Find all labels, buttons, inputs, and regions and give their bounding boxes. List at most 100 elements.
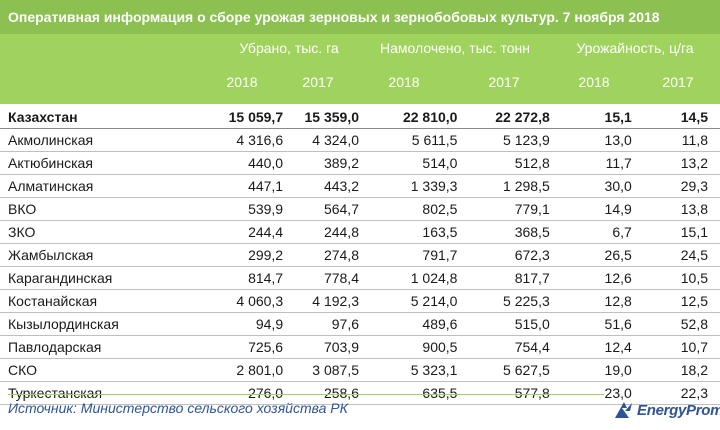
logo: EnergyProm	[612, 398, 720, 422]
value-cell: 163,5	[361, 220, 460, 244]
region-cell: ЗКО	[0, 220, 214, 244]
value-cell: 5 323,1	[361, 358, 460, 382]
table-row: Костанайская 4 060,3 4 192,3 5 214,0 5 225,3…	[0, 289, 720, 313]
value-cell: 10,5	[633, 266, 720, 290]
energyprom-logo-icon	[615, 402, 632, 418]
value-cell: 14,9	[551, 197, 634, 221]
value-cell: 15 359,0	[285, 106, 361, 129]
value-cell: 52,8	[633, 312, 720, 336]
value-cell: 5 627,5	[459, 358, 552, 382]
value-cell: 778,4	[285, 266, 361, 290]
value-cell: 12,8	[551, 289, 634, 313]
value-cell: 672,3	[459, 243, 552, 267]
value-cell: 900,5	[361, 335, 460, 359]
header-year-yield-2017: 2017	[662, 74, 694, 90]
value-cell: 577,8	[459, 381, 552, 405]
value-cell: 13,2	[633, 151, 720, 175]
header-year-yield-2018: 2018	[578, 74, 610, 90]
table-row: Жамбылская 299,2 274,8 791,7 672,3 26,5 24,5	[0, 243, 720, 267]
value-cell: 703,9	[285, 335, 361, 359]
header-year-area-2018: 2018	[226, 74, 258, 90]
value-cell: 94,9	[213, 312, 286, 336]
value-cell: 15,1	[633, 220, 720, 244]
region-cell: Павлодарская	[0, 335, 214, 359]
header-year-threshed-2018: 2018	[388, 74, 420, 90]
footer-divider	[8, 394, 604, 395]
source-note: Источник: Министерство сельского хозяйст…	[8, 400, 348, 416]
table-title: Оперативная информация о сборе урожая зе…	[0, 0, 720, 34]
header-threshed: Намолочено, тыс. тонн	[380, 40, 530, 56]
value-cell: 23,0	[551, 381, 634, 405]
header-yield: Урожайность, ц/га	[576, 40, 694, 56]
value-cell: 512,8	[459, 151, 552, 175]
value-cell: 791,7	[361, 243, 460, 267]
value-cell: 10,7	[633, 335, 720, 359]
value-cell: 12,6	[551, 266, 634, 290]
total-row: Казахстан 15 059,7 15 359,0 22 810,0 22 272,…	[0, 106, 720, 129]
value-cell: 514,0	[361, 151, 460, 175]
value-cell: 443,2	[285, 174, 361, 198]
value-cell: 258,6	[285, 381, 361, 405]
value-cell: 244,8	[285, 220, 361, 244]
region-cell: Алматинская	[0, 174, 214, 198]
value-cell: 14,5	[633, 106, 720, 129]
region-cell: Казахстан	[0, 106, 214, 129]
value-cell: 11,7	[551, 151, 634, 175]
value-cell: 515,0	[459, 312, 552, 336]
table-row: Туркестанская 276,0 258,6 635,5 577,8 23,0 22,…	[0, 381, 720, 405]
value-cell: 4 192,3	[285, 289, 361, 313]
value-cell: 4 324,0	[285, 128, 361, 152]
value-cell: 15,1	[551, 106, 634, 129]
table-row: Карагандинская 814,7 778,4 1 024,8 817,7 12,6…	[0, 266, 720, 290]
value-cell: 389,2	[285, 151, 361, 175]
value-cell: 26,5	[551, 243, 634, 267]
value-cell: 5 214,0	[361, 289, 460, 313]
table-row: Алматинская 447,1 443,2 1 339,3 1 298,5 30,0 2…	[0, 174, 720, 198]
header-year-threshed-2017: 2017	[488, 74, 520, 90]
value-cell: 368,5	[459, 220, 552, 244]
value-cell: 13,8	[633, 197, 720, 221]
value-cell: 814,7	[213, 266, 286, 290]
column-header: Убрано, тыс. га Намолочено, тыс. тонн Ур…	[0, 34, 720, 104]
region-cell: Туркестанская	[0, 381, 214, 405]
value-cell: 11,8	[633, 128, 720, 152]
table-row: Актюбинская 440,0 389,2 514,0 512,8 11,7 13,2	[0, 151, 720, 175]
value-cell: 244,4	[213, 220, 286, 244]
region-cell: СКО	[0, 358, 214, 382]
logo-text: EnergyProm	[637, 401, 720, 419]
value-cell: 4 060,3	[213, 289, 286, 313]
header-year-area-2017: 2017	[302, 74, 334, 90]
value-cell: 1 024,8	[361, 266, 460, 290]
table-row: ЗКО 244,4 244,8 163,5 368,5 6,7 15,1	[0, 220, 720, 244]
value-cell: 12,4	[551, 335, 634, 359]
value-cell: 539,9	[213, 197, 286, 221]
region-cell: Кызылординская	[0, 312, 214, 336]
value-cell: 779,1	[459, 197, 552, 221]
data-table: Казахстан 15 059,7 15 359,0 22 810,0 22 272,…	[0, 106, 720, 405]
value-cell: 5 123,9	[459, 128, 552, 152]
value-cell: 5 611,5	[361, 128, 460, 152]
region-cell: Жамбылская	[0, 243, 214, 267]
value-cell: 2 801,0	[213, 358, 286, 382]
region-cell: Костанайская	[0, 289, 214, 313]
region-cell: Акмолинская	[0, 128, 214, 152]
region-cell: Актюбинская	[0, 151, 214, 175]
region-cell: ВКО	[0, 197, 214, 221]
value-cell: 30,0	[551, 174, 634, 198]
value-cell: 817,7	[459, 266, 552, 290]
value-cell: 97,6	[285, 312, 361, 336]
value-cell: 22 272,8	[459, 106, 552, 129]
header-harvested-area: Убрано, тыс. га	[239, 40, 339, 56]
value-cell: 13,0	[551, 128, 634, 152]
table-row: СКО 2 801,0 3 087,5 5 323,1 5 627,5 19,0 18,2	[0, 358, 720, 382]
value-cell: 29,3	[633, 174, 720, 198]
value-cell: 754,4	[459, 335, 552, 359]
value-cell: 4 316,6	[213, 128, 286, 152]
value-cell: 1 298,5	[459, 174, 552, 198]
table-row: Акмолинская 4 316,6 4 324,0 5 611,5 5 123,9 1…	[0, 128, 720, 152]
table-row: Павлодарская 725,6 703,9 900,5 754,4 12,4 10,7	[0, 335, 720, 359]
value-cell: 725,6	[213, 335, 286, 359]
value-cell: 18,2	[633, 358, 720, 382]
value-cell: 24,5	[633, 243, 720, 267]
